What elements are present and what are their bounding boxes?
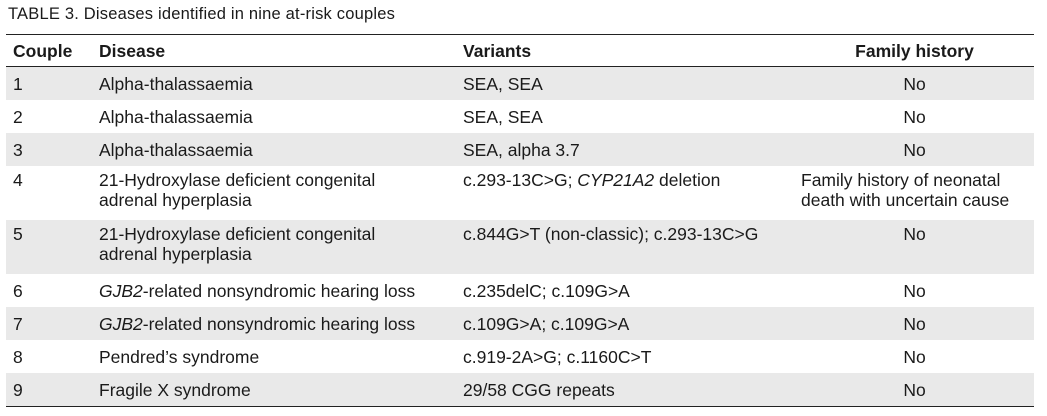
table-row: 1 Alpha-thalassaemia SEA, SEA No bbox=[6, 67, 1034, 100]
disease-text: -related nonsyndromic hearing loss bbox=[142, 281, 416, 301]
variants-cell: 29/58 CGG repeats bbox=[463, 380, 615, 400]
couple-cell: 5 bbox=[13, 224, 23, 244]
disease-line: 21-Hydroxylase deficient congenital bbox=[99, 224, 376, 244]
family-history-cell: No bbox=[903, 140, 926, 160]
couple-cell: 6 bbox=[13, 281, 23, 301]
variants-text: c.293-13C>G; bbox=[463, 170, 578, 190]
table-row: 4 21-Hydroxylase deficient congenital ad… bbox=[6, 166, 1034, 220]
variants-cell: c.109G>A; c.109G>A bbox=[463, 314, 630, 334]
couple-cell: 9 bbox=[13, 380, 23, 400]
disease-line: adrenal hyperplasia bbox=[99, 244, 252, 264]
variants-cell: c.844G>T (non-classic); c.293-13C>G bbox=[463, 224, 759, 244]
variants-cell: SEA, SEA bbox=[463, 107, 543, 127]
disease-line: adrenal hyperplasia bbox=[99, 190, 252, 210]
gene-name: GJB2 bbox=[99, 314, 143, 334]
family-history-cell: No bbox=[903, 380, 926, 400]
family-history-line: Family history of neonatal bbox=[801, 170, 1001, 190]
couple-cell: 3 bbox=[13, 140, 23, 160]
variants-cell: SEA, alpha 3.7 bbox=[463, 140, 580, 160]
table-header-row: Couple Disease Variants Family history bbox=[6, 35, 1034, 67]
gene-name: GJB2 bbox=[99, 281, 143, 301]
family-history-cell: No bbox=[903, 74, 926, 94]
header-disease: Disease bbox=[99, 41, 166, 61]
family-history-cell: No bbox=[903, 347, 926, 367]
table-row: 2 Alpha-thalassaemia SEA, SEA No bbox=[6, 100, 1034, 133]
family-history-cell: No bbox=[903, 107, 926, 127]
disease-cell: Fragile X syndrome bbox=[99, 380, 251, 400]
variants-cell: c.235delC; c.109G>A bbox=[463, 281, 630, 301]
variants-cell: c.919-2A>G; c.1160C>T bbox=[463, 347, 652, 367]
variants-cell: c.293-13C>G; CYP21A2 deletion bbox=[456, 170, 795, 190]
disease-cell: GJB2-related nonsyndromic hearing loss bbox=[92, 314, 456, 334]
table-row: 6 GJB2-related nonsyndromic hearing loss… bbox=[6, 274, 1034, 307]
disease-cell: GJB2-related nonsyndromic hearing loss bbox=[92, 281, 456, 301]
variants-cell: SEA, SEA bbox=[463, 74, 543, 94]
couple-cell: 2 bbox=[13, 107, 23, 127]
header-family-history: Family history bbox=[855, 41, 974, 61]
disease-cell: 21-Hydroxylase deficient congenital adre… bbox=[92, 170, 456, 210]
family-history-cell: No bbox=[903, 224, 926, 244]
disease-cell: Alpha-thalassaemia bbox=[99, 74, 253, 94]
header-couple: Couple bbox=[13, 41, 73, 61]
family-history-cell: No bbox=[903, 281, 926, 301]
table-row: 9 Fragile X syndrome 29/58 CGG repeats N… bbox=[6, 373, 1034, 406]
couple-cell: 1 bbox=[13, 74, 23, 94]
table-row: 8 Pendred’s syndrome c.919-2A>G; c.1160C… bbox=[6, 340, 1034, 373]
family-history-cell: No bbox=[903, 314, 926, 334]
diseases-table: Couple Disease Variants Family history 1… bbox=[6, 34, 1034, 407]
disease-cell: Alpha-thalassaemia bbox=[99, 140, 253, 160]
table-row: 3 Alpha-thalassaemia SEA, alpha 3.7 No bbox=[6, 133, 1034, 166]
couple-cell: 8 bbox=[13, 347, 23, 367]
variants-text: deletion bbox=[654, 170, 721, 190]
disease-cell: Alpha-thalassaemia bbox=[99, 107, 253, 127]
family-history-cell: Family history of neonatal death with un… bbox=[795, 170, 1034, 210]
table-row: 7 GJB2-related nonsyndromic hearing loss… bbox=[6, 307, 1034, 340]
header-variants: Variants bbox=[463, 41, 532, 61]
family-history-line: death with uncertain cause bbox=[801, 190, 1010, 210]
table-caption: TABLE 3. Diseases identified in nine at-… bbox=[8, 5, 396, 23]
disease-text: -related nonsyndromic hearing loss bbox=[142, 314, 416, 334]
disease-line: 21-Hydroxylase deficient congenital bbox=[99, 170, 376, 190]
disease-cell: 21-Hydroxylase deficient congenital adre… bbox=[92, 224, 456, 264]
couple-cell: 4 bbox=[13, 170, 23, 190]
couple-cell: 7 bbox=[13, 314, 23, 334]
table-row: 5 21-Hydroxylase deficient congenital ad… bbox=[6, 220, 1034, 274]
gene-name: CYP21A2 bbox=[577, 170, 655, 190]
disease-cell: Pendred’s syndrome bbox=[99, 347, 260, 367]
